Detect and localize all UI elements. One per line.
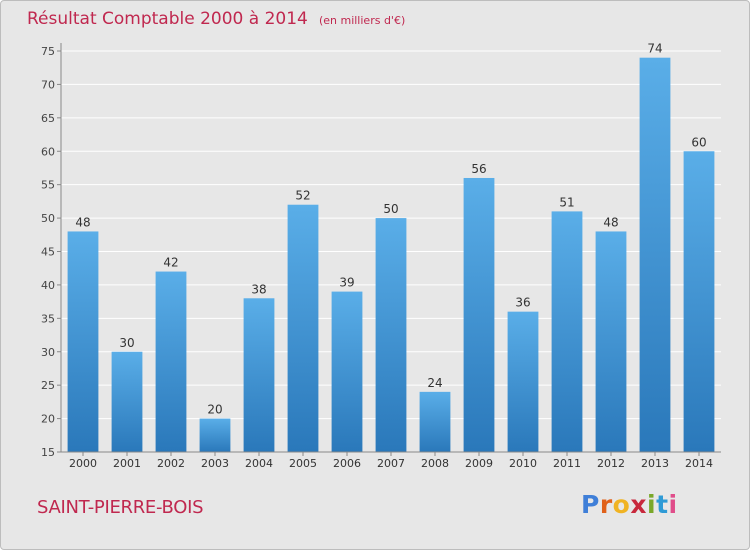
data-label: 42 (163, 256, 178, 270)
x-tick-label: 2001 (113, 457, 141, 470)
data-label: 60 (691, 135, 706, 149)
bar-2002 (155, 271, 187, 452)
bar-2007 (375, 218, 407, 452)
bar-2001 (111, 351, 143, 452)
logo-letter: o (612, 490, 631, 519)
data-label: 38 (251, 282, 266, 296)
bar-2009 (463, 177, 495, 452)
logo-letter: i (647, 490, 657, 519)
x-tick-label: 2013 (641, 457, 669, 470)
data-label: 24 (427, 376, 442, 390)
data-label: 52 (295, 189, 310, 203)
y-tick-label: 45 (41, 246, 55, 259)
y-tick-label: 20 (41, 413, 55, 426)
x-tick-label: 2014 (685, 457, 713, 470)
y-tick-label: 15 (41, 446, 55, 459)
y-tick-label: 70 (41, 78, 55, 91)
y-tick-label: 50 (41, 212, 55, 225)
logo-letter: r (599, 490, 613, 519)
y-tick-label: 30 (41, 346, 55, 359)
x-tick-label: 2005 (289, 457, 317, 470)
x-tick-label: 2009 (465, 457, 493, 470)
x-tick-label: 2000 (69, 457, 97, 470)
x-tick-label: 2011 (553, 457, 581, 470)
logo-letter: t (656, 490, 669, 519)
x-tick-label: 2008 (421, 457, 449, 470)
bar-2011 (551, 211, 583, 452)
logo-letter: i (668, 490, 678, 519)
y-tick-label: 40 (41, 279, 55, 292)
data-label: 74 (647, 42, 662, 56)
y-tick-label: 60 (41, 145, 55, 158)
data-label: 36 (515, 296, 530, 310)
x-tick-label: 2012 (597, 457, 625, 470)
data-label: 50 (383, 202, 398, 216)
data-label: 56 (471, 162, 486, 176)
proxiti-logo[interactable]: Proxiti (581, 490, 678, 519)
bar-2004 (243, 298, 275, 452)
data-label: 48 (603, 215, 618, 229)
data-label: 39 (339, 276, 354, 290)
chart-title: Résultat Comptable 2000 à 2014 (27, 9, 308, 29)
y-tick-label: 65 (41, 112, 55, 125)
bar-2013 (639, 57, 671, 452)
data-label: 48 (75, 215, 90, 229)
bar-2010 (507, 311, 539, 452)
y-tick-label: 75 (41, 45, 55, 58)
chart-unit: (en milliers d'€) (318, 14, 406, 27)
x-tick-label: 2004 (245, 457, 273, 470)
x-tick-label: 2007 (377, 457, 405, 470)
bar-2006 (331, 291, 363, 452)
y-tick-label: 35 (41, 312, 55, 325)
data-label: 51 (559, 195, 574, 209)
bar-2000 (67, 231, 99, 452)
logo-letter: P (581, 490, 600, 519)
bar-2003 (199, 418, 231, 452)
data-label: 20 (207, 403, 222, 417)
x-tick-label: 2006 (333, 457, 361, 470)
title-row: Résultat Comptable 2000 à 2014 (en milli… (27, 9, 405, 29)
logo-letter: x (630, 490, 647, 519)
x-tick-label: 2003 (201, 457, 229, 470)
bar-2008 (419, 391, 451, 452)
bar-2005 (287, 204, 319, 452)
data-label: 30 (119, 336, 134, 350)
x-tick-label: 2002 (157, 457, 185, 470)
commune-name: SAINT-PIERRE-BOIS (37, 497, 204, 518)
bar-2012 (595, 231, 627, 452)
x-tick-label: 2010 (509, 457, 537, 470)
bar-2014 (683, 151, 715, 452)
y-tick-label: 25 (41, 379, 55, 392)
y-tick-label: 55 (41, 179, 55, 192)
